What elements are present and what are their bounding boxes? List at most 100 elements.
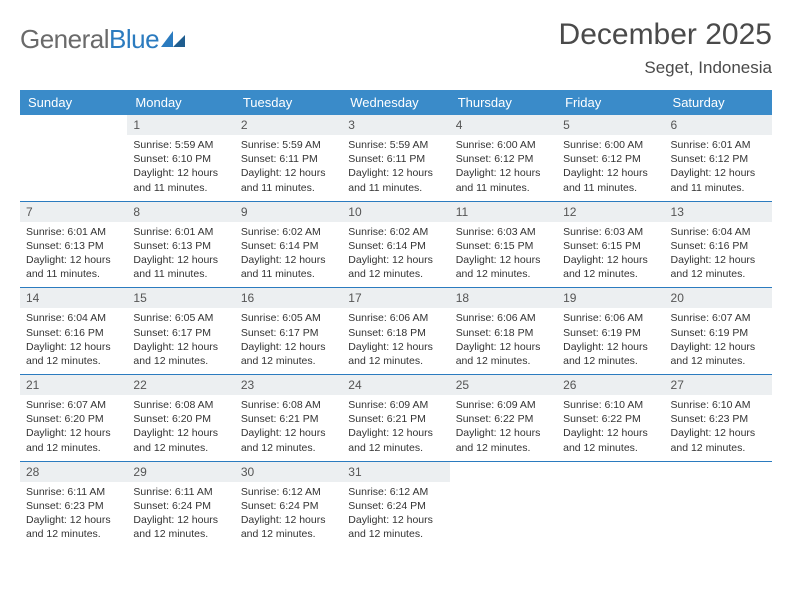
day-number: 28 — [20, 462, 127, 482]
calendar-body: 1Sunrise: 5:59 AMSunset: 6:10 PMDaylight… — [20, 115, 772, 547]
title-block: December 2025 Seget, Indonesia — [559, 18, 772, 78]
calendar-cell: 30Sunrise: 6:12 AMSunset: 6:24 PMDayligh… — [235, 461, 342, 547]
day-body: Sunrise: 6:09 AMSunset: 6:21 PMDaylight:… — [342, 395, 449, 461]
day-body: Sunrise: 6:07 AMSunset: 6:20 PMDaylight:… — [20, 395, 127, 461]
day-number: 13 — [665, 202, 772, 222]
calendar-cell: 14Sunrise: 6:04 AMSunset: 6:16 PMDayligh… — [20, 288, 127, 375]
day-body: Sunrise: 6:06 AMSunset: 6:19 PMDaylight:… — [557, 308, 664, 374]
day-number — [557, 462, 664, 482]
calendar-cell: 23Sunrise: 6:08 AMSunset: 6:21 PMDayligh… — [235, 375, 342, 462]
day-body: Sunrise: 6:07 AMSunset: 6:19 PMDaylight:… — [665, 308, 772, 374]
brand-logo: GeneralBlue — [20, 24, 187, 55]
calendar-week: 28Sunrise: 6:11 AMSunset: 6:23 PMDayligh… — [20, 461, 772, 547]
day-body: Sunrise: 6:04 AMSunset: 6:16 PMDaylight:… — [665, 222, 772, 288]
day-body: Sunrise: 6:12 AMSunset: 6:24 PMDaylight:… — [235, 482, 342, 548]
calendar-cell: 8Sunrise: 6:01 AMSunset: 6:13 PMDaylight… — [127, 201, 234, 288]
day-body: Sunrise: 6:00 AMSunset: 6:12 PMDaylight:… — [450, 135, 557, 201]
day-number: 2 — [235, 115, 342, 135]
day-body: Sunrise: 6:06 AMSunset: 6:18 PMDaylight:… — [342, 308, 449, 374]
day-number — [665, 462, 772, 482]
dayhdr-sat: Saturday — [665, 90, 772, 115]
day-number: 17 — [342, 288, 449, 308]
calendar-week: 14Sunrise: 6:04 AMSunset: 6:16 PMDayligh… — [20, 288, 772, 375]
dayhdr-mon: Monday — [127, 90, 234, 115]
day-number: 16 — [235, 288, 342, 308]
calendar-cell: 12Sunrise: 6:03 AMSunset: 6:15 PMDayligh… — [557, 201, 664, 288]
day-body: Sunrise: 6:02 AMSunset: 6:14 PMDaylight:… — [235, 222, 342, 288]
day-number: 30 — [235, 462, 342, 482]
calendar-week: 1Sunrise: 5:59 AMSunset: 6:10 PMDaylight… — [20, 115, 772, 201]
calendar-cell — [450, 461, 557, 547]
calendar-cell: 13Sunrise: 6:04 AMSunset: 6:16 PMDayligh… — [665, 201, 772, 288]
day-number: 21 — [20, 375, 127, 395]
brand-part2: Blue — [109, 24, 159, 54]
day-number: 12 — [557, 202, 664, 222]
day-number: 6 — [665, 115, 772, 135]
day-body: Sunrise: 6:09 AMSunset: 6:22 PMDaylight:… — [450, 395, 557, 461]
calendar-cell: 1Sunrise: 5:59 AMSunset: 6:10 PMDaylight… — [127, 115, 234, 201]
day-number: 29 — [127, 462, 234, 482]
day-body: Sunrise: 6:03 AMSunset: 6:15 PMDaylight:… — [557, 222, 664, 288]
calendar-week: 21Sunrise: 6:07 AMSunset: 6:20 PMDayligh… — [20, 375, 772, 462]
day-body: Sunrise: 6:11 AMSunset: 6:24 PMDaylight:… — [127, 482, 234, 548]
day-body: Sunrise: 6:11 AMSunset: 6:23 PMDaylight:… — [20, 482, 127, 548]
day-number: 31 — [342, 462, 449, 482]
brand-part1: General — [20, 24, 109, 54]
day-number — [450, 462, 557, 482]
day-body: Sunrise: 6:10 AMSunset: 6:22 PMDaylight:… — [557, 395, 664, 461]
calendar-cell: 11Sunrise: 6:03 AMSunset: 6:15 PMDayligh… — [450, 201, 557, 288]
calendar-cell: 24Sunrise: 6:09 AMSunset: 6:21 PMDayligh… — [342, 375, 449, 462]
day-number: 24 — [342, 375, 449, 395]
day-number: 5 — [557, 115, 664, 135]
calendar-cell — [557, 461, 664, 547]
calendar-cell: 31Sunrise: 6:12 AMSunset: 6:24 PMDayligh… — [342, 461, 449, 547]
day-body: Sunrise: 6:06 AMSunset: 6:18 PMDaylight:… — [450, 308, 557, 374]
brand-mark-icon — [161, 29, 187, 47]
day-body: Sunrise: 6:05 AMSunset: 6:17 PMDaylight:… — [127, 308, 234, 374]
day-body: Sunrise: 5:59 AMSunset: 6:11 PMDaylight:… — [235, 135, 342, 201]
dayhdr-tue: Tuesday — [235, 90, 342, 115]
calendar-cell: 4Sunrise: 6:00 AMSunset: 6:12 PMDaylight… — [450, 115, 557, 201]
calendar-cell: 7Sunrise: 6:01 AMSunset: 6:13 PMDaylight… — [20, 201, 127, 288]
calendar-cell: 17Sunrise: 6:06 AMSunset: 6:18 PMDayligh… — [342, 288, 449, 375]
day-number: 18 — [450, 288, 557, 308]
calendar-cell: 21Sunrise: 6:07 AMSunset: 6:20 PMDayligh… — [20, 375, 127, 462]
calendar-cell: 5Sunrise: 6:00 AMSunset: 6:12 PMDaylight… — [557, 115, 664, 201]
day-number: 7 — [20, 202, 127, 222]
calendar-cell: 6Sunrise: 6:01 AMSunset: 6:12 PMDaylight… — [665, 115, 772, 201]
calendar-cell: 29Sunrise: 6:11 AMSunset: 6:24 PMDayligh… — [127, 461, 234, 547]
month-title: December 2025 — [559, 18, 772, 52]
day-number — [20, 115, 127, 135]
location-label: Seget, Indonesia — [559, 58, 772, 78]
day-number: 23 — [235, 375, 342, 395]
calendar-cell — [665, 461, 772, 547]
header: GeneralBlue December 2025 Seget, Indones… — [20, 18, 772, 78]
day-number: 15 — [127, 288, 234, 308]
day-number: 22 — [127, 375, 234, 395]
calendar-cell: 20Sunrise: 6:07 AMSunset: 6:19 PMDayligh… — [665, 288, 772, 375]
calendar-week: 7Sunrise: 6:01 AMSunset: 6:13 PMDaylight… — [20, 201, 772, 288]
dayhdr-thu: Thursday — [450, 90, 557, 115]
calendar-cell: 25Sunrise: 6:09 AMSunset: 6:22 PMDayligh… — [450, 375, 557, 462]
day-number: 26 — [557, 375, 664, 395]
day-number: 8 — [127, 202, 234, 222]
dayhdr-sun: Sunday — [20, 90, 127, 115]
day-number: 4 — [450, 115, 557, 135]
day-number: 10 — [342, 202, 449, 222]
day-body: Sunrise: 6:01 AMSunset: 6:12 PMDaylight:… — [665, 135, 772, 201]
day-number: 11 — [450, 202, 557, 222]
calendar-cell: 2Sunrise: 5:59 AMSunset: 6:11 PMDaylight… — [235, 115, 342, 201]
day-number: 20 — [665, 288, 772, 308]
day-number: 9 — [235, 202, 342, 222]
day-body: Sunrise: 5:59 AMSunset: 6:11 PMDaylight:… — [342, 135, 449, 201]
day-number: 25 — [450, 375, 557, 395]
day-header-row: Sunday Monday Tuesday Wednesday Thursday… — [20, 90, 772, 115]
day-body: Sunrise: 6:01 AMSunset: 6:13 PMDaylight:… — [20, 222, 127, 288]
calendar-cell: 9Sunrise: 6:02 AMSunset: 6:14 PMDaylight… — [235, 201, 342, 288]
day-body: Sunrise: 6:10 AMSunset: 6:23 PMDaylight:… — [665, 395, 772, 461]
day-body: Sunrise: 6:08 AMSunset: 6:20 PMDaylight:… — [127, 395, 234, 461]
day-number: 19 — [557, 288, 664, 308]
calendar-cell: 15Sunrise: 6:05 AMSunset: 6:17 PMDayligh… — [127, 288, 234, 375]
day-number: 27 — [665, 375, 772, 395]
calendar-cell: 28Sunrise: 6:11 AMSunset: 6:23 PMDayligh… — [20, 461, 127, 547]
